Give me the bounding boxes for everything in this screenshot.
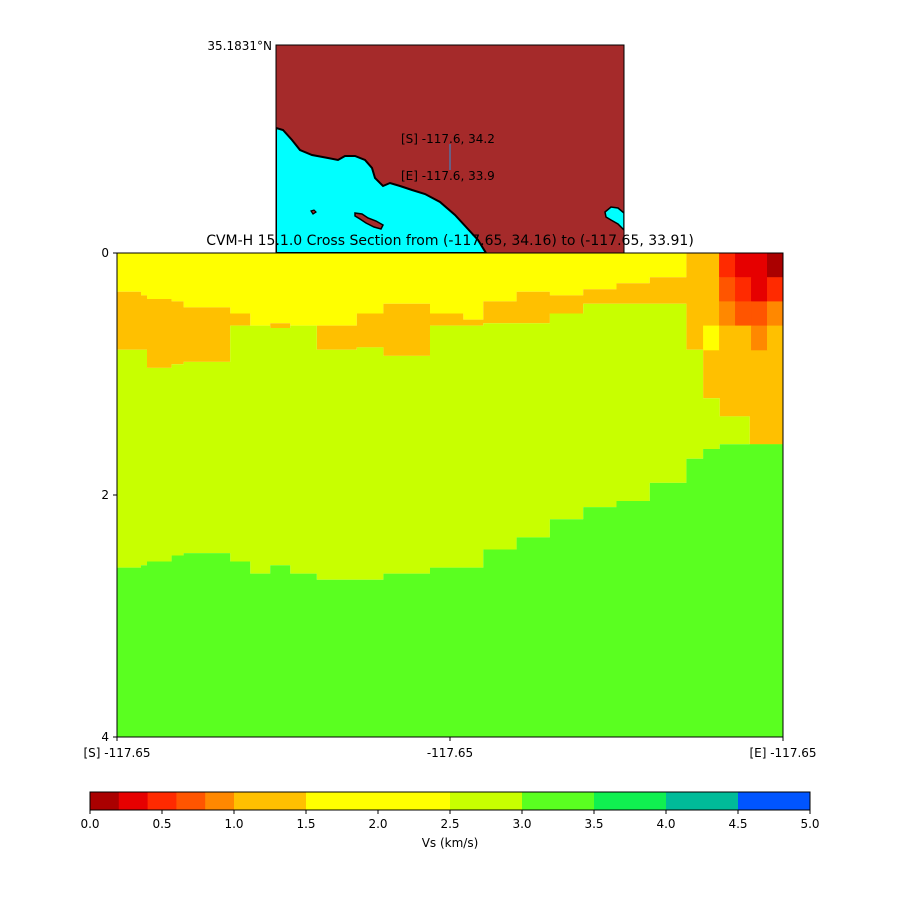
anomaly-cell bbox=[719, 301, 736, 327]
chart-title: CVM-H 15.1.0 Cross Section from (-117.65… bbox=[206, 233, 694, 249]
colorbar-tick-label: 0.5 bbox=[152, 817, 171, 831]
x-tick-label: [S] -117.65 bbox=[83, 746, 150, 760]
anomaly-cell bbox=[767, 325, 784, 351]
anomaly-cell bbox=[703, 301, 720, 327]
anomaly-cell bbox=[767, 253, 784, 278]
anomaly-cell bbox=[719, 325, 736, 351]
colorbar-bin bbox=[176, 792, 206, 810]
map-ocean bbox=[276, 126, 488, 253]
anomaly-cell bbox=[735, 277, 752, 302]
colorbar-bin bbox=[738, 792, 811, 810]
colorbar-tick-label: 2.5 bbox=[440, 817, 459, 831]
colorbar-bin bbox=[118, 792, 148, 810]
field-vs-3_0-3_5 bbox=[117, 444, 783, 737]
velocity-fields bbox=[117, 253, 783, 737]
x-tick-label: [E] -117.65 bbox=[749, 746, 816, 760]
anomaly-cell bbox=[703, 253, 720, 278]
anomaly-cell bbox=[751, 325, 768, 351]
shallow-anomaly-cells bbox=[703, 253, 784, 351]
island-catalina bbox=[354, 212, 384, 230]
colorbar-label: Vs (km/s) bbox=[422, 836, 479, 850]
colorbar-tick-label: 3.0 bbox=[512, 817, 531, 831]
anomaly-cell bbox=[767, 277, 784, 302]
y-axis: 0 2 4 bbox=[101, 246, 117, 744]
location-map: 35.1831°N [S] -117.6, 34.2 [E] -117.6, 3… bbox=[207, 39, 625, 254]
anomaly-cell bbox=[735, 325, 752, 351]
colorbar-tick-label: 4.0 bbox=[656, 817, 675, 831]
anomaly-cell bbox=[735, 301, 752, 327]
marker-end-label: [E] -117.6, 33.9 bbox=[401, 169, 495, 183]
anomaly-cell bbox=[751, 301, 768, 327]
colorbar-tick-label: 0.0 bbox=[80, 817, 99, 831]
field-vs-1_0-1_5 bbox=[117, 253, 783, 544]
island-small bbox=[310, 209, 317, 215]
y-tick-label: 0 bbox=[101, 246, 109, 260]
colorbar-tick-label: 1.0 bbox=[224, 817, 243, 831]
colorbar-tick-label: 1.5 bbox=[296, 817, 315, 831]
anomaly-cell bbox=[703, 277, 720, 302]
y-tick-label: 4 bbox=[101, 730, 109, 744]
colorbar-bin bbox=[594, 792, 667, 810]
anomaly-cell bbox=[751, 253, 768, 278]
colorbar-tick-label: 5.0 bbox=[800, 817, 819, 831]
field-vs-2_5-3_0 bbox=[117, 303, 783, 580]
colorbar-bin bbox=[205, 792, 235, 810]
colorbar-ticks: 0.0 0.5 1.0 1.5 2.0 2.5 3.0 3.5 4.0 4.5 5.0 bbox=[80, 810, 820, 831]
colorbar-bin bbox=[90, 792, 120, 810]
colorbar-bins bbox=[90, 792, 811, 810]
colorbar-bin bbox=[450, 792, 523, 810]
anomaly-cell bbox=[719, 277, 736, 302]
x-tick-label: -117.65 bbox=[427, 746, 473, 760]
colorbar-tick-label: 3.5 bbox=[584, 817, 603, 831]
colorbar-bin bbox=[666, 792, 739, 810]
x-axis: [S] -117.65 -117.65 [E] -117.65 bbox=[83, 737, 817, 760]
anomaly-cell bbox=[767, 301, 784, 327]
colorbar: 0.0 0.5 1.0 1.5 2.0 2.5 3.0 3.5 4.0 4.5 5.0 Vs (km… bbox=[80, 791, 820, 850]
colorbar-tick-label: 4.5 bbox=[728, 817, 747, 831]
colorbar-tick-label: 2.0 bbox=[368, 817, 387, 831]
field-vs-1_5-2_5 bbox=[117, 253, 783, 326]
anomaly-cell bbox=[703, 325, 720, 351]
cross-section-plot: CVM-H 15.1.0 Cross Section from (-117.65… bbox=[83, 233, 816, 760]
anomaly-cell bbox=[735, 253, 752, 278]
colorbar-bin bbox=[147, 792, 177, 810]
anomaly-cell bbox=[751, 277, 768, 302]
inland-lake bbox=[604, 206, 624, 232]
y-tick-label: 2 bbox=[101, 488, 109, 502]
colorbar-bin bbox=[522, 792, 595, 810]
anomaly-cell bbox=[719, 253, 736, 278]
colorbar-bin bbox=[306, 792, 451, 810]
colorbar-bin bbox=[234, 792, 307, 810]
marker-start-label: [S] -117.6, 34.2 bbox=[401, 132, 495, 146]
map-latitude-label: 35.1831°N bbox=[207, 39, 272, 53]
